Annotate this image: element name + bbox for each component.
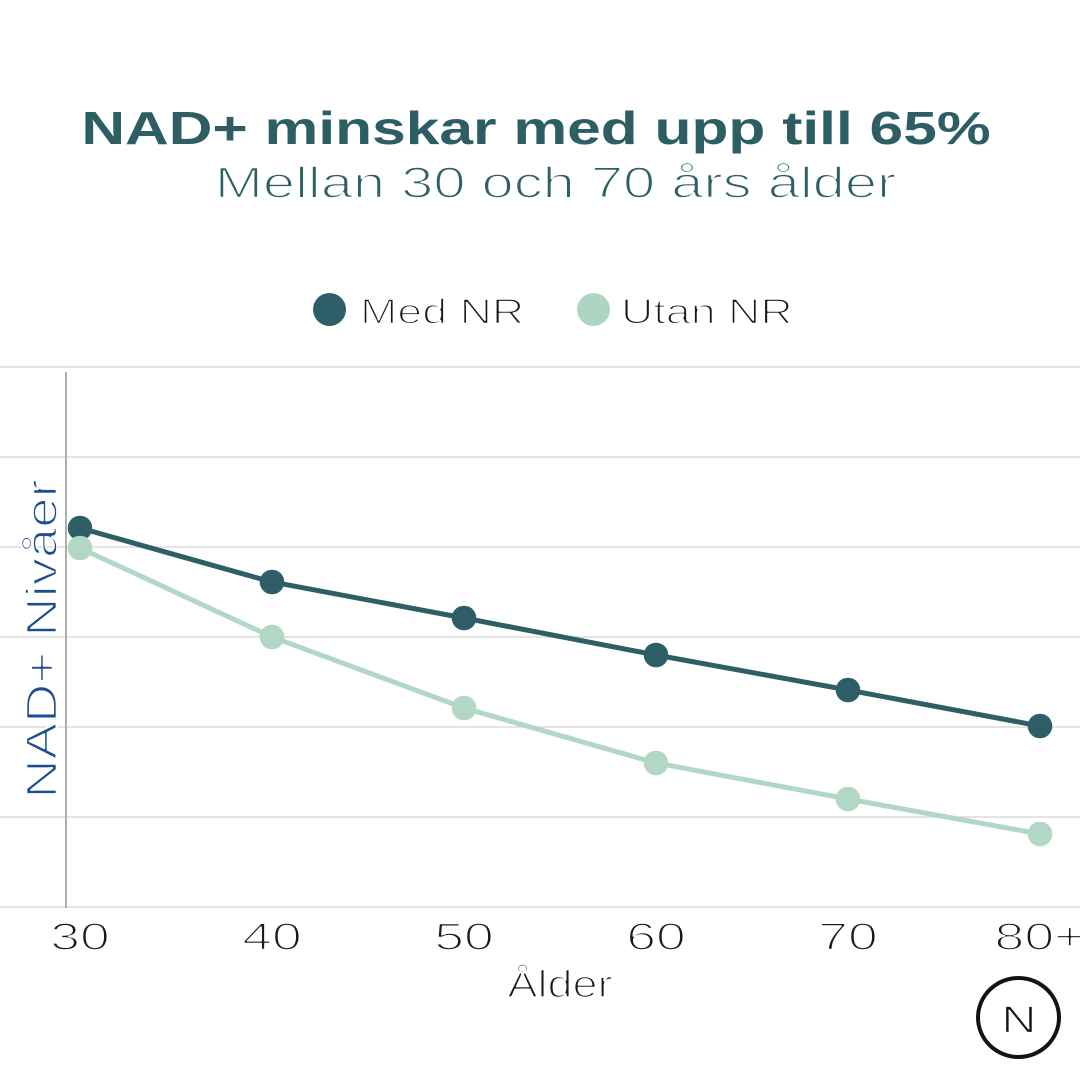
svg-text:60: 60 (626, 915, 686, 958)
svg-text:Mellan 30 och 70 års ålder: Mellan 30 och 70 års ålder (215, 157, 897, 207)
svg-text:30: 30 (50, 915, 110, 958)
svg-text:70: 70 (818, 915, 878, 958)
svg-text:Utan NR: Utan NR (621, 292, 793, 331)
svg-text:Med NR: Med NR (360, 292, 524, 331)
svg-text:80+: 80+ (995, 915, 1080, 958)
svg-text:Ålder: Ålder (507, 962, 612, 1005)
svg-text:50: 50 (434, 915, 494, 958)
svg-text:NAD+ Nivåer: NAD+ Nivåer (17, 479, 66, 798)
svg-text:40: 40 (242, 915, 302, 958)
